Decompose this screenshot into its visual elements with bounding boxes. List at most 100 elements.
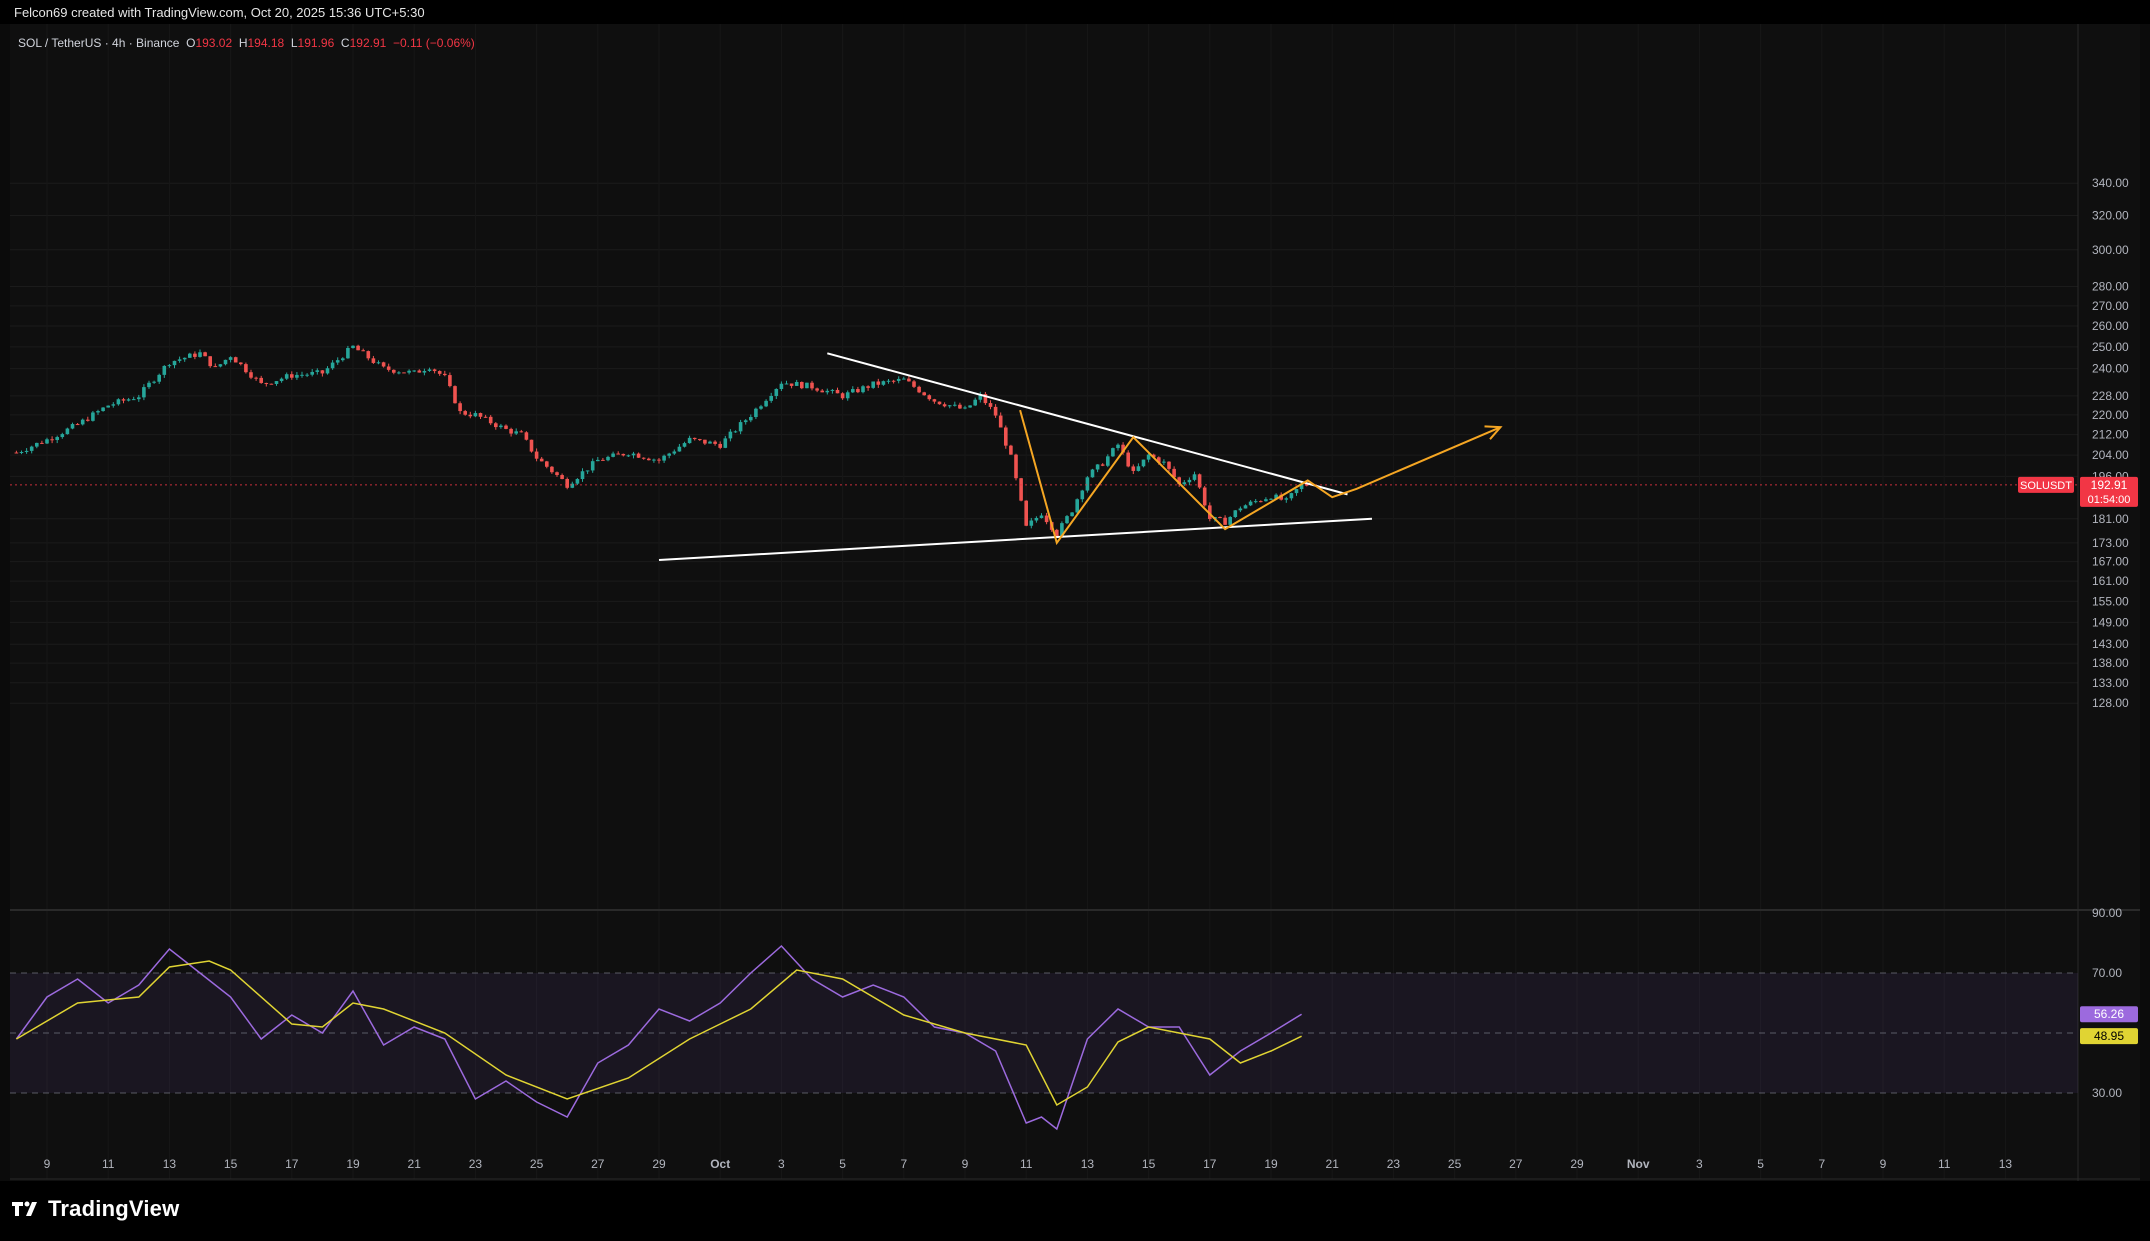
low-value: 191.96 [297,36,335,50]
candle-body [468,414,473,417]
candle-body [407,370,411,373]
candle-body [1228,517,1232,525]
candle-body [1208,505,1212,519]
rsi-tick-label: 90.00 [2092,906,2122,920]
price-tick-label: 173.00 [2092,536,2129,550]
candle-body [437,371,442,374]
candle-body [555,472,559,476]
symbol-title[interactable]: SOL / TetherUS · 4h · Binance [18,36,180,50]
candle-body [193,353,197,357]
candle-body [626,455,631,457]
candle-body [560,475,564,480]
candle-body [448,375,452,387]
candle-body [392,369,396,373]
candle-body [325,368,330,374]
candle-body [1060,523,1064,537]
candle-body [1289,493,1294,499]
candle-body [60,434,65,438]
chart-area[interactable]: 340.00 320.00 300.00 280.00 270.00 260.00 250.… [10,24,2140,1181]
candle-body [881,381,886,385]
candle-body [545,461,549,467]
candle-body [1116,444,1120,449]
time-tick-label: 3 [778,1157,785,1171]
open-label: O [186,36,196,50]
candle-body [1299,483,1304,490]
projection-arrow-head [1484,425,1503,440]
candle-body [50,439,54,441]
candle-body [861,386,865,393]
candle-body [1274,494,1278,499]
chart-canvas[interactable]: 340.00 320.00 300.00 280.00 270.00 260.00 250.… [10,24,2140,1181]
price-tick-label: 240.00 [2092,362,2129,376]
candle-body [274,381,279,384]
candle-body [810,382,814,389]
candle-body [820,390,824,393]
candle-body [662,455,666,461]
price-tick-label: 270.00 [2092,299,2129,313]
candle-body [147,382,151,388]
candle-body [743,420,748,423]
candle-body [794,381,799,386]
resistance-trendline[interactable] [827,352,1348,496]
candle-body [947,405,952,407]
candle-body [927,395,932,400]
candle-body [708,441,712,444]
candle-body [988,403,993,407]
candle-body [29,446,34,451]
support-trendline[interactable] [658,517,1373,562]
candle-body [657,459,661,461]
candle-body [305,374,309,376]
candle-body [412,370,416,372]
candle-body [1223,517,1227,525]
candle-body [167,365,172,367]
candle-body [45,439,49,444]
candle-body [75,424,80,426]
tradingview-logo[interactable]: TradingView [12,1196,179,1222]
candle-body [70,424,75,429]
candle-body [1167,461,1171,469]
time-tick-label: 17 [285,1157,299,1171]
candle-body [1269,498,1273,500]
candle-body [1264,499,1268,502]
candle-body [1259,501,1263,503]
candle-body [1009,445,1013,455]
candle-body [932,399,937,402]
candle-body [728,431,733,439]
candle-body [346,348,350,359]
price-tick-label: 260.00 [2092,319,2129,333]
tradingview-logo-icon [12,1201,37,1216]
candle-body [131,399,136,401]
candle-body [1004,427,1008,446]
candle-body [182,357,187,360]
candle-body [1218,517,1222,519]
candle-body [1182,482,1187,485]
candle-body [422,370,427,373]
candle-body [774,389,779,396]
candle-body [922,392,926,396]
candle-body [647,458,651,461]
candle-body [998,415,1003,428]
candle-body [443,373,447,376]
candle-body [376,362,381,364]
candle-body [371,358,376,363]
symbol-legend: SOL / TetherUS · 4h · Binance O193.02 H1… [18,36,475,50]
symbol-badge[interactable] [2018,476,2074,493]
close-value: 192.91 [349,36,387,50]
candle-body [111,404,116,406]
candle-body [279,378,284,382]
candle-body [1146,454,1151,460]
candle-body [121,399,126,401]
price-tick-label: 143.00 [2092,637,2129,651]
projection-path[interactable] [1019,409,1501,546]
time-tick-label: 21 [408,1157,422,1171]
candle-body [723,438,728,448]
candle-body [320,370,325,374]
candle-body [264,382,269,384]
price-tick-label: 149.00 [2092,615,2129,629]
candle-body [351,345,355,349]
candle-body [1070,512,1074,517]
candle-body [213,366,218,368]
candle-body [570,483,575,488]
candle-body [397,372,401,374]
time-tick-label: 15 [1142,1157,1156,1171]
